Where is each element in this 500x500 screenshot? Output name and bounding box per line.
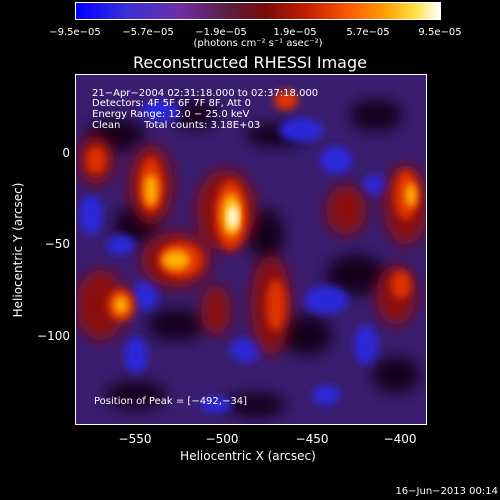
colorbar-tick-label: −9.5e−05 [49,27,101,38]
x-tick-label: −500 [205,432,239,446]
time-range-label: 21−Apr−2004 02:31:18.000 to 02:37:18.000 [92,88,319,99]
plot-title: Reconstructed RHESSI Image [133,53,367,72]
x-tick-label: −450 [295,432,329,446]
colorbar-tick-label: −5.7e−05 [122,27,174,38]
total-counts-label: Total counts: 3.18E+03 [144,120,261,131]
y-tick-label: 0 [62,146,70,160]
colorbar [75,2,441,20]
dark-regions [88,99,420,417]
peak-source [227,205,239,229]
y-tick-label: −100 [37,329,70,343]
x-tick-label: −550 [118,432,152,446]
colorbar-tick-label: 1.9e−05 [273,27,317,38]
detectors-label: Detectors: 4F 5F 6F 7F 8F, Att 0 [92,98,252,109]
reconstructed-image [76,75,426,424]
x-axis-label: Heliocentric X (arcsec) [180,449,316,463]
y-axis-label: Heliocentric Y (arcsec) [11,182,25,318]
x-tick-label: −400 [383,432,417,446]
peak-position-label: Position of Peak = [−492,−34] [94,396,247,407]
energy-range-label: Energy Range: 12.0 − 25.0 keV [92,109,250,120]
image-plot-area: 21−Apr−2004 02:31:18.000 to 02:37:18.000… [75,74,427,425]
y-tick-label: −50 [44,237,70,251]
colorbar-tick-label: 5.7e−05 [346,27,390,38]
negative-lobes [79,100,390,413]
colorbar-tick-label: 9.5e−05 [418,27,462,38]
generation-timestamp: 16−Jun−2013 00:14 [395,486,498,497]
algorithm-label: Clean [92,120,121,131]
colorbar-units: (photons cm⁻² s⁻¹ asec⁻²) [193,38,323,49]
colorbar-tick-label: −1.9e−05 [195,27,247,38]
